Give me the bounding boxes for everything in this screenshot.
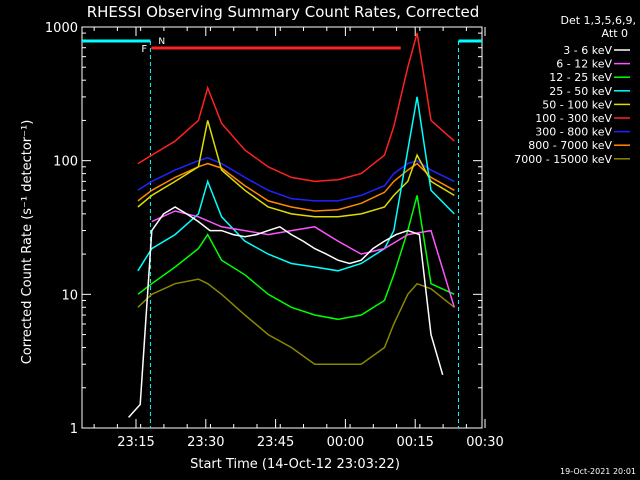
series-line-4: [137, 120, 455, 218]
series-line-1: [151, 210, 456, 308]
series-line-6: [137, 157, 455, 202]
x-tick-label: 23:30: [187, 435, 224, 450]
series-line-3: [137, 96, 455, 272]
flare-flag-label: F: [141, 44, 147, 55]
y-tick-label: 1: [70, 422, 78, 437]
legend-label-4: 50 - 100 keV: [542, 98, 612, 111]
x-axis-label: Start Time (14-Oct-12 23:03:22): [190, 457, 400, 472]
legend-label-0: 3 - 6 keV: [563, 44, 612, 57]
y-axis-label: Corrected Count Rate (s⁻¹ detector⁻¹): [20, 120, 35, 365]
series-line-5: [137, 32, 455, 183]
plot-frame: [81, 26, 483, 429]
legend-label-1: 6 - 12 keV: [556, 58, 612, 71]
timestamp: 19-Oct-2021 20:01: [560, 467, 636, 476]
chart-title: RHESSI Observing Summary Count Rates, Co…: [87, 3, 480, 21]
y-tick-label: 1000: [45, 21, 78, 36]
x-tick-label: 00:30: [466, 435, 503, 450]
legend-header-line-1: Det 1,3,5,6,9,: [560, 14, 636, 27]
legend-header-line-2: Att 0: [602, 27, 628, 40]
night-flag-label: N: [158, 37, 165, 47]
x-tick-label: 00:00: [327, 435, 364, 450]
legend-label-2: 12 - 25 keV: [549, 71, 612, 84]
series-line-0: [128, 206, 444, 418]
y-tick-label: 10: [61, 288, 78, 303]
legend-label-8: 7000 - 15000 keV: [514, 153, 612, 166]
legend-label-3: 25 - 50 keV: [549, 85, 612, 98]
x-tick-label: 23:15: [117, 435, 154, 450]
series-line-2: [137, 195, 455, 321]
legend-label-5: 100 - 300 keV: [535, 112, 612, 125]
legend-label-6: 300 - 800 keV: [535, 126, 612, 139]
x-tick-label: 00:15: [396, 435, 433, 450]
legend-label-7: 800 - 7000 keV: [528, 139, 612, 152]
x-tick-label: 23:45: [257, 435, 294, 450]
series-line-8: [137, 278, 455, 365]
y-tick-label: 100: [53, 155, 78, 170]
plot-area: 1 10 100 1000 23:15 23:30 23:45 00:00 00:15 00:30…: [45, 21, 504, 450]
